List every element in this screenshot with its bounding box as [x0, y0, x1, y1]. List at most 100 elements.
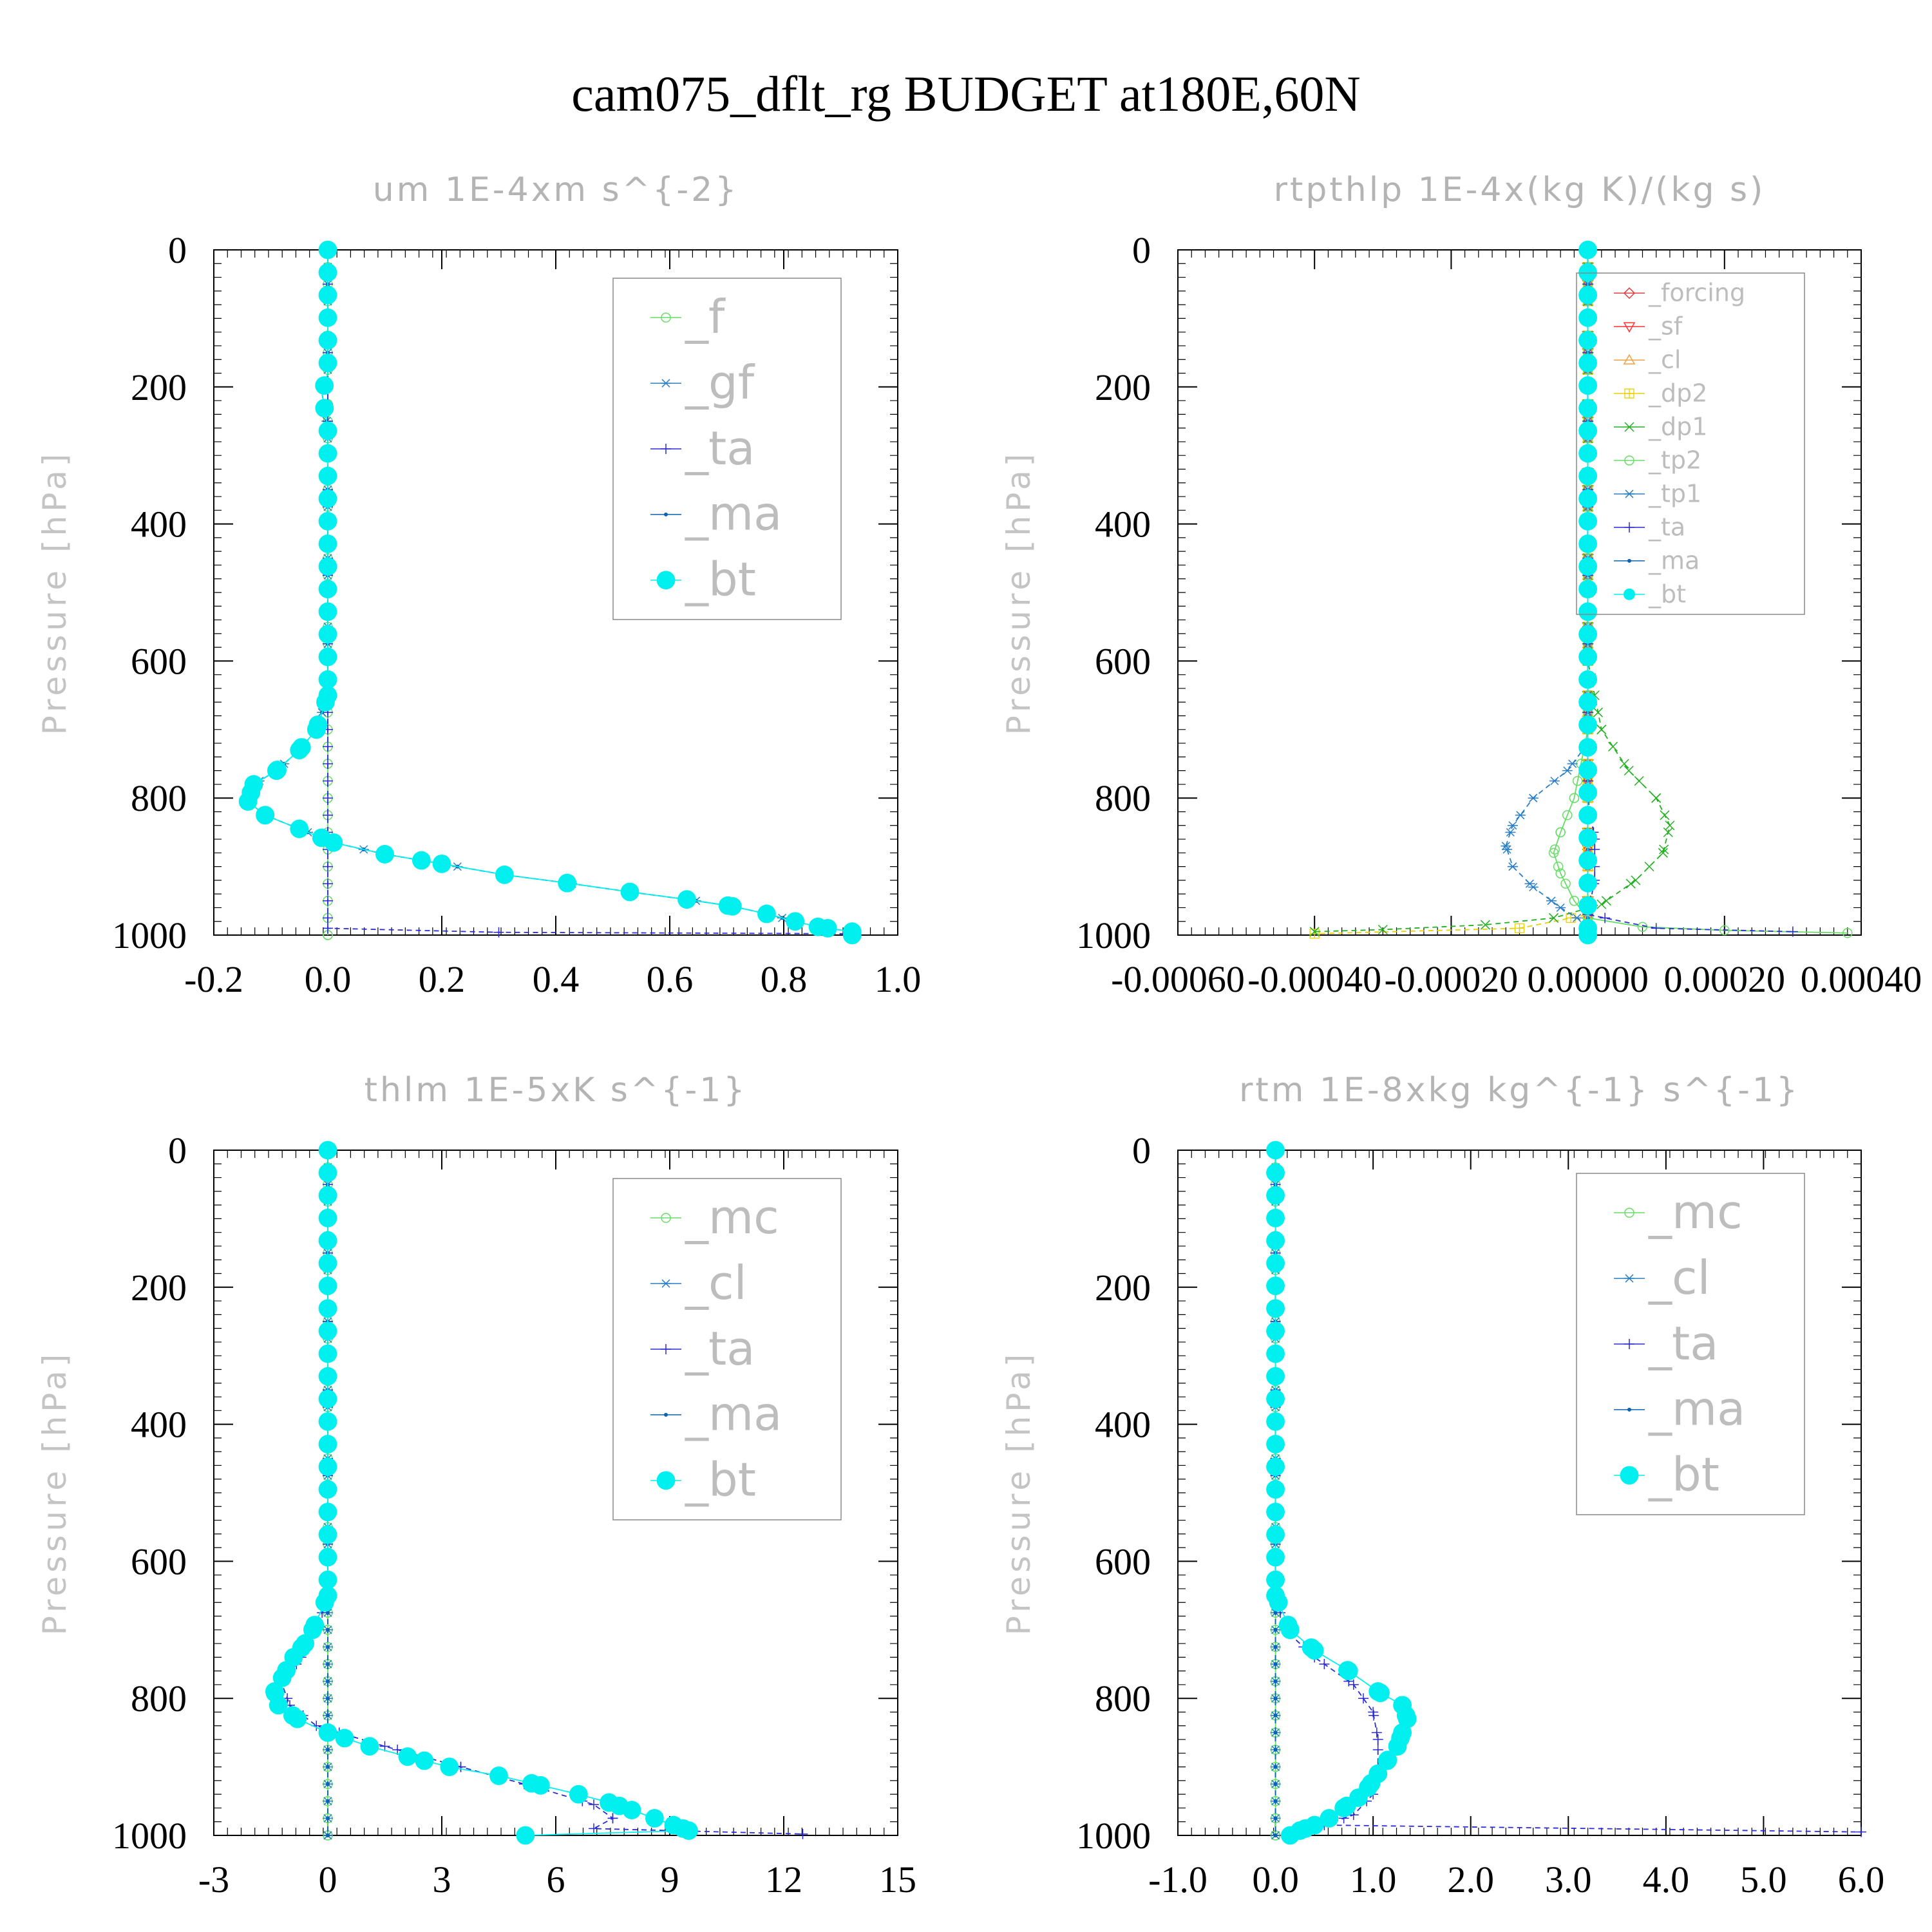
legend-box: [612, 278, 842, 620]
x-tick-label: 2.0: [1447, 1859, 1494, 1900]
data-point: [1507, 821, 1518, 830]
legend-label: _gf: [685, 355, 755, 410]
legend-label: _mc: [1648, 1185, 1743, 1239]
legend-swatch-marker: [1624, 455, 1634, 466]
data-point: [679, 1821, 698, 1840]
data-point: [318, 557, 337, 576]
data-point: [1578, 738, 1598, 757]
data-point: [323, 759, 333, 769]
legend-item: _bt: [650, 1453, 756, 1507]
legend-label: _dp2: [1648, 379, 1707, 408]
data-point: [1273, 1816, 1278, 1821]
data-point: [326, 1833, 330, 1837]
series-line: [1314, 250, 1589, 934]
data-point: [1266, 1480, 1285, 1499]
data-point: [1578, 670, 1598, 689]
data-point: [267, 761, 286, 781]
data-point: [440, 1757, 459, 1777]
data-point: [1578, 489, 1598, 508]
data-point: [323, 878, 333, 889]
x-tick-label: -0.00060: [1111, 958, 1245, 1000]
data-point: [318, 354, 337, 372]
data-point: [326, 1627, 330, 1632]
legend-label: _ma: [685, 487, 782, 541]
x-tick-label: 0.2: [419, 958, 466, 1000]
legend-box: [1576, 272, 1805, 615]
data-point: [1651, 793, 1662, 803]
y-tick-label: 800: [131, 777, 187, 819]
data-point: [1358, 1693, 1368, 1704]
data-point: [1856, 1826, 1866, 1837]
data-point: [723, 896, 742, 916]
data-point: [1578, 647, 1598, 667]
legend-swatch-marker: [661, 1279, 671, 1288]
data-point: [1578, 602, 1598, 621]
legend-label: _bt: [685, 1453, 756, 1507]
data-point: [1578, 806, 1598, 825]
legend-label: _tp2: [1648, 446, 1701, 475]
data-point: [318, 1367, 337, 1386]
data-point: [1571, 913, 1582, 922]
data-point: [1578, 557, 1598, 576]
x-tick-label: -0.2: [184, 958, 243, 1000]
data-point: [415, 1751, 434, 1770]
y-tick-label: 800: [1095, 777, 1151, 819]
data-point: [1368, 1707, 1379, 1718]
data-point: [1578, 511, 1598, 531]
data-point: [1388, 1737, 1407, 1756]
x-tick-label: 0.0: [305, 958, 352, 1000]
data-point: [1660, 810, 1670, 820]
data-point: [531, 1776, 550, 1795]
legend-item: _ma: [650, 487, 782, 541]
data-point: [1569, 793, 1580, 803]
data-point: [318, 1186, 337, 1205]
legend-item: _gf: [650, 355, 755, 410]
data-point: [1273, 1748, 1278, 1752]
data-point: [664, 1815, 683, 1835]
data-point: [1266, 1299, 1285, 1318]
legend-label: _ma: [1648, 546, 1700, 574]
x-tick-label: 15: [879, 1859, 916, 1900]
data-point: [272, 1668, 292, 1687]
series-ta: [323, 245, 858, 939]
data-point: [318, 1570, 337, 1589]
data-point: [1560, 878, 1571, 889]
data-point: [307, 720, 326, 739]
legend-item: _ta: [1614, 513, 1685, 541]
data-point: [1651, 923, 1662, 934]
data-point: [1562, 766, 1573, 775]
data-point: [326, 1816, 330, 1821]
panel-title: um 1E-4xm s^{-2}: [373, 171, 739, 209]
x-tick-label: 1.0: [1350, 1859, 1397, 1900]
legend-swatch-marker: [1624, 522, 1634, 533]
legend-label: _ta: [685, 1321, 755, 1376]
y-tick-label: 1000: [1076, 914, 1151, 956]
data-point: [1280, 1620, 1300, 1640]
legend-swatch-marker: [661, 1213, 671, 1223]
data-point: [1607, 741, 1618, 752]
data-point: [318, 1321, 337, 1341]
legend-label: _tp1: [1648, 479, 1701, 507]
legend-swatch-marker: [661, 1344, 671, 1354]
data-point: [1578, 692, 1598, 712]
data-point: [1546, 896, 1557, 905]
plot-frame: [1177, 249, 1862, 936]
data-point: [1266, 1412, 1285, 1431]
data-point: [1368, 1764, 1388, 1783]
legend-item: _dp2: [1614, 379, 1707, 408]
legend-swatch-marker: [656, 571, 676, 590]
minor-tick-marks: [213, 1150, 898, 1836]
data-point: [1505, 828, 1516, 837]
data-point: [1273, 1627, 1278, 1632]
y-tick-label: 800: [131, 1678, 187, 1719]
y-tick-label: 600: [131, 640, 187, 682]
legend-swatch-marker: [661, 312, 671, 323]
y-tick-label: 400: [131, 504, 187, 545]
legend-item: _cl: [1614, 1251, 1710, 1305]
data-point: [1578, 625, 1598, 644]
legend-swatch-marker: [1624, 588, 1635, 600]
data-point: [318, 1525, 337, 1544]
data-point: [1578, 444, 1598, 463]
data-point: [1507, 862, 1518, 871]
data-point: [1555, 827, 1566, 838]
